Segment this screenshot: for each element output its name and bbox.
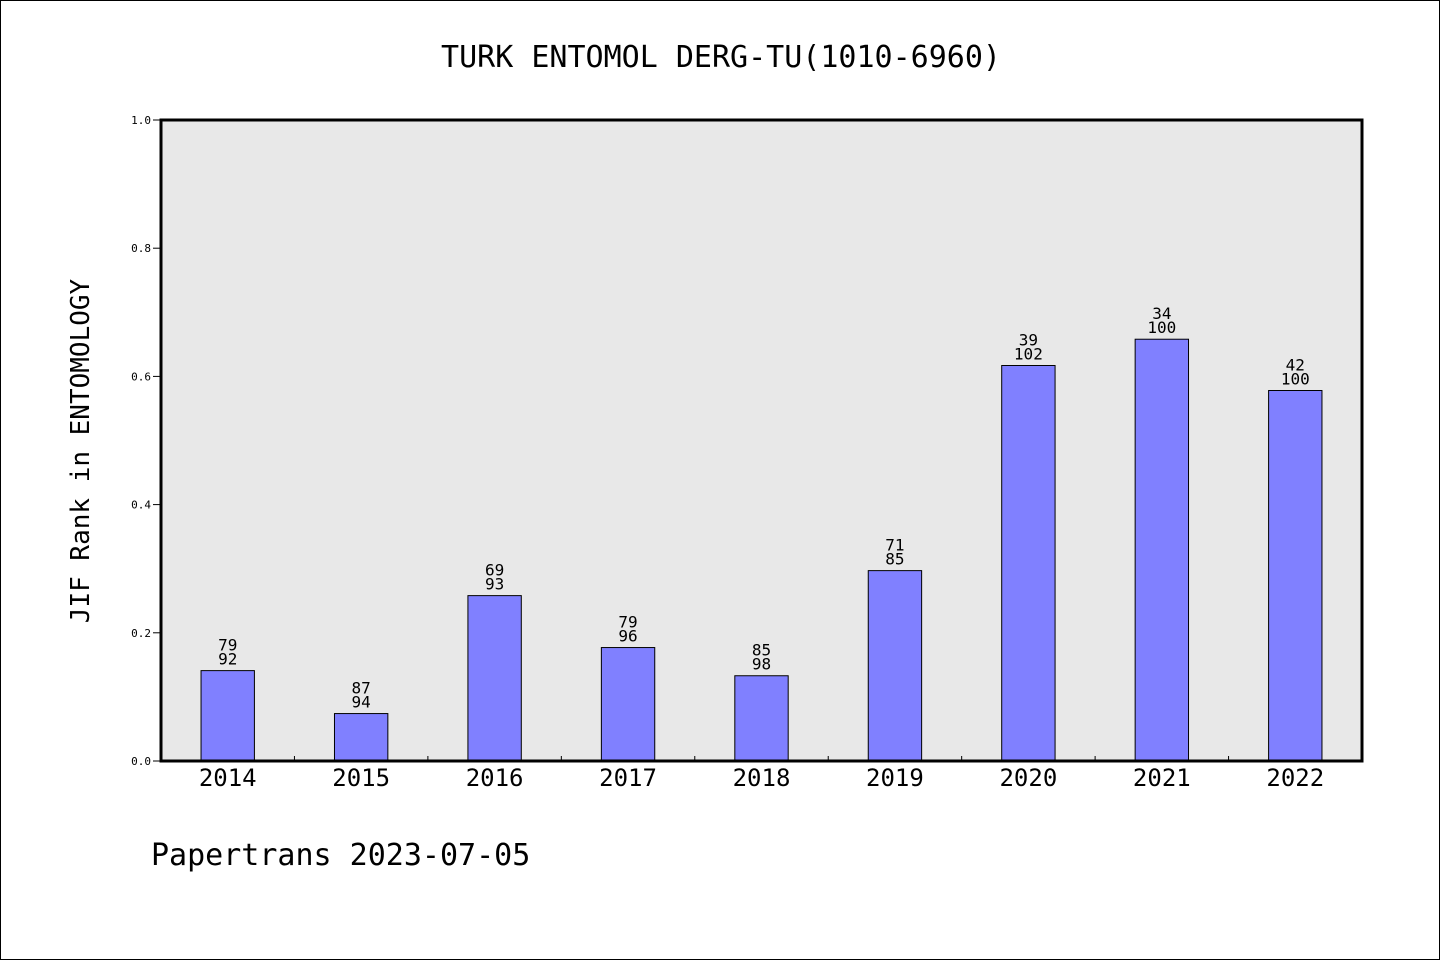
- x-tick-label: 2021: [1133, 764, 1191, 792]
- y-tick-label: 0.4: [131, 499, 151, 512]
- bar-label-rank: 71: [885, 536, 904, 555]
- bar-2016: [467, 595, 522, 762]
- x-tick-label: 2017: [599, 764, 657, 792]
- x-tick-label: 2019: [866, 764, 924, 792]
- x-tick-label: 2020: [999, 764, 1057, 792]
- bar-2022: [1268, 390, 1323, 762]
- bar-label-total: 100: [1281, 370, 1310, 389]
- bar-label-rank: 34: [1152, 304, 1171, 323]
- footer-text: Papertrans 2023-07-05: [151, 838, 530, 873]
- bar-label-rank: 42: [1286, 356, 1305, 375]
- bar-label-rank: 79: [618, 613, 637, 632]
- y-tick-label: 0.0: [131, 755, 151, 768]
- bar-label-total: 92: [218, 650, 237, 669]
- x-axis-ticks: 2014 2015 2016 2017 2018 2019 2020 2021 2022: [199, 756, 1324, 792]
- bar-label-total: 102: [1014, 345, 1043, 364]
- y-axis-ticks: 0.0 0.2 0.4 0.6 0.8 1.0: [131, 114, 161, 768]
- bar-2017: [600, 647, 656, 762]
- bar-2015: [333, 713, 389, 762]
- bar-label-total: 98: [752, 655, 771, 674]
- bar-label-rank: 69: [485, 561, 504, 580]
- bar-2018: [734, 675, 789, 762]
- bar-label-total: 96: [618, 627, 637, 646]
- bar-label-total: 94: [352, 693, 371, 712]
- bar-2019: [867, 570, 923, 762]
- plot-border: [159, 118, 1364, 763]
- bar-label-rank: 79: [218, 636, 237, 655]
- bar-label-rank: 85: [752, 641, 771, 660]
- x-tick-label: 2018: [733, 764, 791, 792]
- y-tick-label: 0.2: [131, 627, 151, 640]
- bar-2014: [200, 670, 255, 762]
- x-tick-label: 2022: [1266, 764, 1324, 792]
- bar-label-total: 100: [1147, 318, 1176, 337]
- x-tick-label: 2015: [332, 764, 390, 792]
- y-axis-label: JIF Rank in ENTOMOLOGY: [66, 278, 96, 623]
- bar-label-rank: 87: [352, 679, 371, 698]
- y-tick-label: 1.0: [131, 114, 151, 127]
- x-tick-label: 2014: [199, 764, 257, 792]
- bar-2021: [1134, 338, 1190, 762]
- bar-label-total: 93: [485, 575, 504, 594]
- bar-2020: [1001, 365, 1056, 762]
- bars: [200, 338, 1323, 762]
- y-tick-label: 0.8: [131, 242, 151, 255]
- y-tick-label: 0.6: [131, 370, 151, 383]
- x-tick-label: 2016: [466, 764, 524, 792]
- bar-label-total: 85: [885, 550, 904, 569]
- bar-label-rank: 39: [1019, 331, 1038, 350]
- chart-title: TURK ENTOMOL DERG-TU(1010-6960): [441, 40, 1001, 75]
